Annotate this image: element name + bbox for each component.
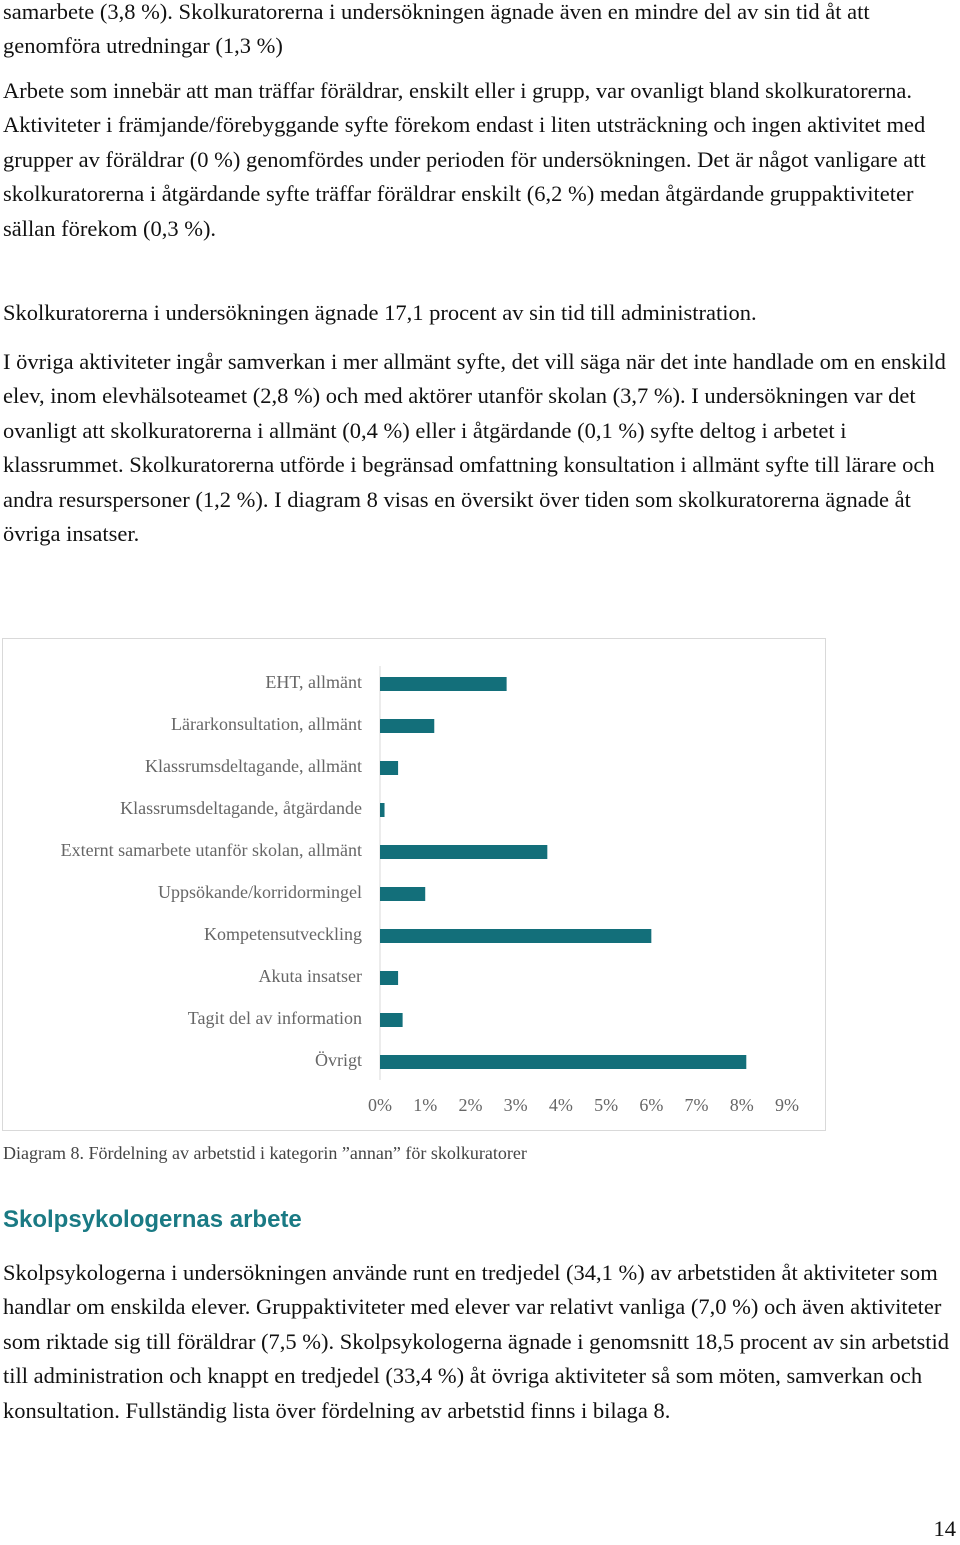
bar <box>380 803 385 817</box>
x-tick-label: 6% <box>639 1095 663 1115</box>
x-tick-label: 0% <box>368 1095 392 1115</box>
caption: Diagram 8. Fördelning av arbetstid i kat… <box>3 1143 527 1163</box>
y-tick-label: Klassrumsdeltagande, allmänt <box>145 756 362 776</box>
y-tick-label: Akuta insatser <box>259 966 362 986</box>
y-tick-label: Klassrumsdeltagande, åtgärdande <box>120 798 362 818</box>
y-tick-label: EHT, allmänt <box>265 672 362 692</box>
bar <box>380 761 399 775</box>
y-tick-label: Lärarkonsultation, allmänt <box>171 714 362 734</box>
bar <box>380 887 426 901</box>
bar <box>380 1013 403 1027</box>
paragraph: Skolpsykologerna i undersökningen använd… <box>3 1260 950 1423</box>
bar <box>380 929 652 943</box>
chart-box: 0% 1% 2% 3% 4% 5% 6% 7% 8% 9% EHT, allmänt Lärarkon… <box>2 638 826 1131</box>
heading: Skolpsykologernas arbete <box>3 1206 302 1233</box>
paragraph: samarbete (3,8 %). Skolkuratorerna i und… <box>3 0 870 59</box>
y-tick-label: Övrigt <box>315 1050 362 1070</box>
bar <box>380 719 435 733</box>
x-tick-label: 4% <box>549 1095 573 1115</box>
x-tick-label: 8% <box>730 1095 754 1115</box>
chart: 0% 1% 2% 3% 4% 5% 6% 7% 8% 9% EHT, allmänt Lärarkon… <box>61 666 799 1115</box>
y-tick-label: Tagit del av information <box>188 1008 362 1028</box>
y-tick-label: Uppsökande/korridormingel <box>158 882 362 902</box>
bar <box>380 1055 747 1069</box>
x-tick-label: 7% <box>685 1095 709 1115</box>
paragraph: I övriga aktiviteter ingår samverkan i m… <box>3 349 946 547</box>
x-tick-label: 9% <box>775 1095 799 1115</box>
paragraph: Skolkuratorerna i undersökningen ägnade … <box>3 300 757 325</box>
paragraph: Arbete som innebär att man träffar föräl… <box>3 78 926 241</box>
y-tick-label: Kompetensutveckling <box>204 924 362 944</box>
x-tick-label: 1% <box>413 1095 437 1115</box>
x-tick-label: 3% <box>504 1095 528 1115</box>
bar <box>380 845 548 859</box>
page-number: 14 <box>933 1516 957 1541</box>
x-tick-label: 5% <box>594 1095 618 1115</box>
bar <box>380 971 399 985</box>
y-tick-label: Externt samarbete utanför skolan, allmän… <box>61 840 362 860</box>
x-tick-label: 2% <box>458 1095 482 1115</box>
bar <box>380 677 507 691</box>
